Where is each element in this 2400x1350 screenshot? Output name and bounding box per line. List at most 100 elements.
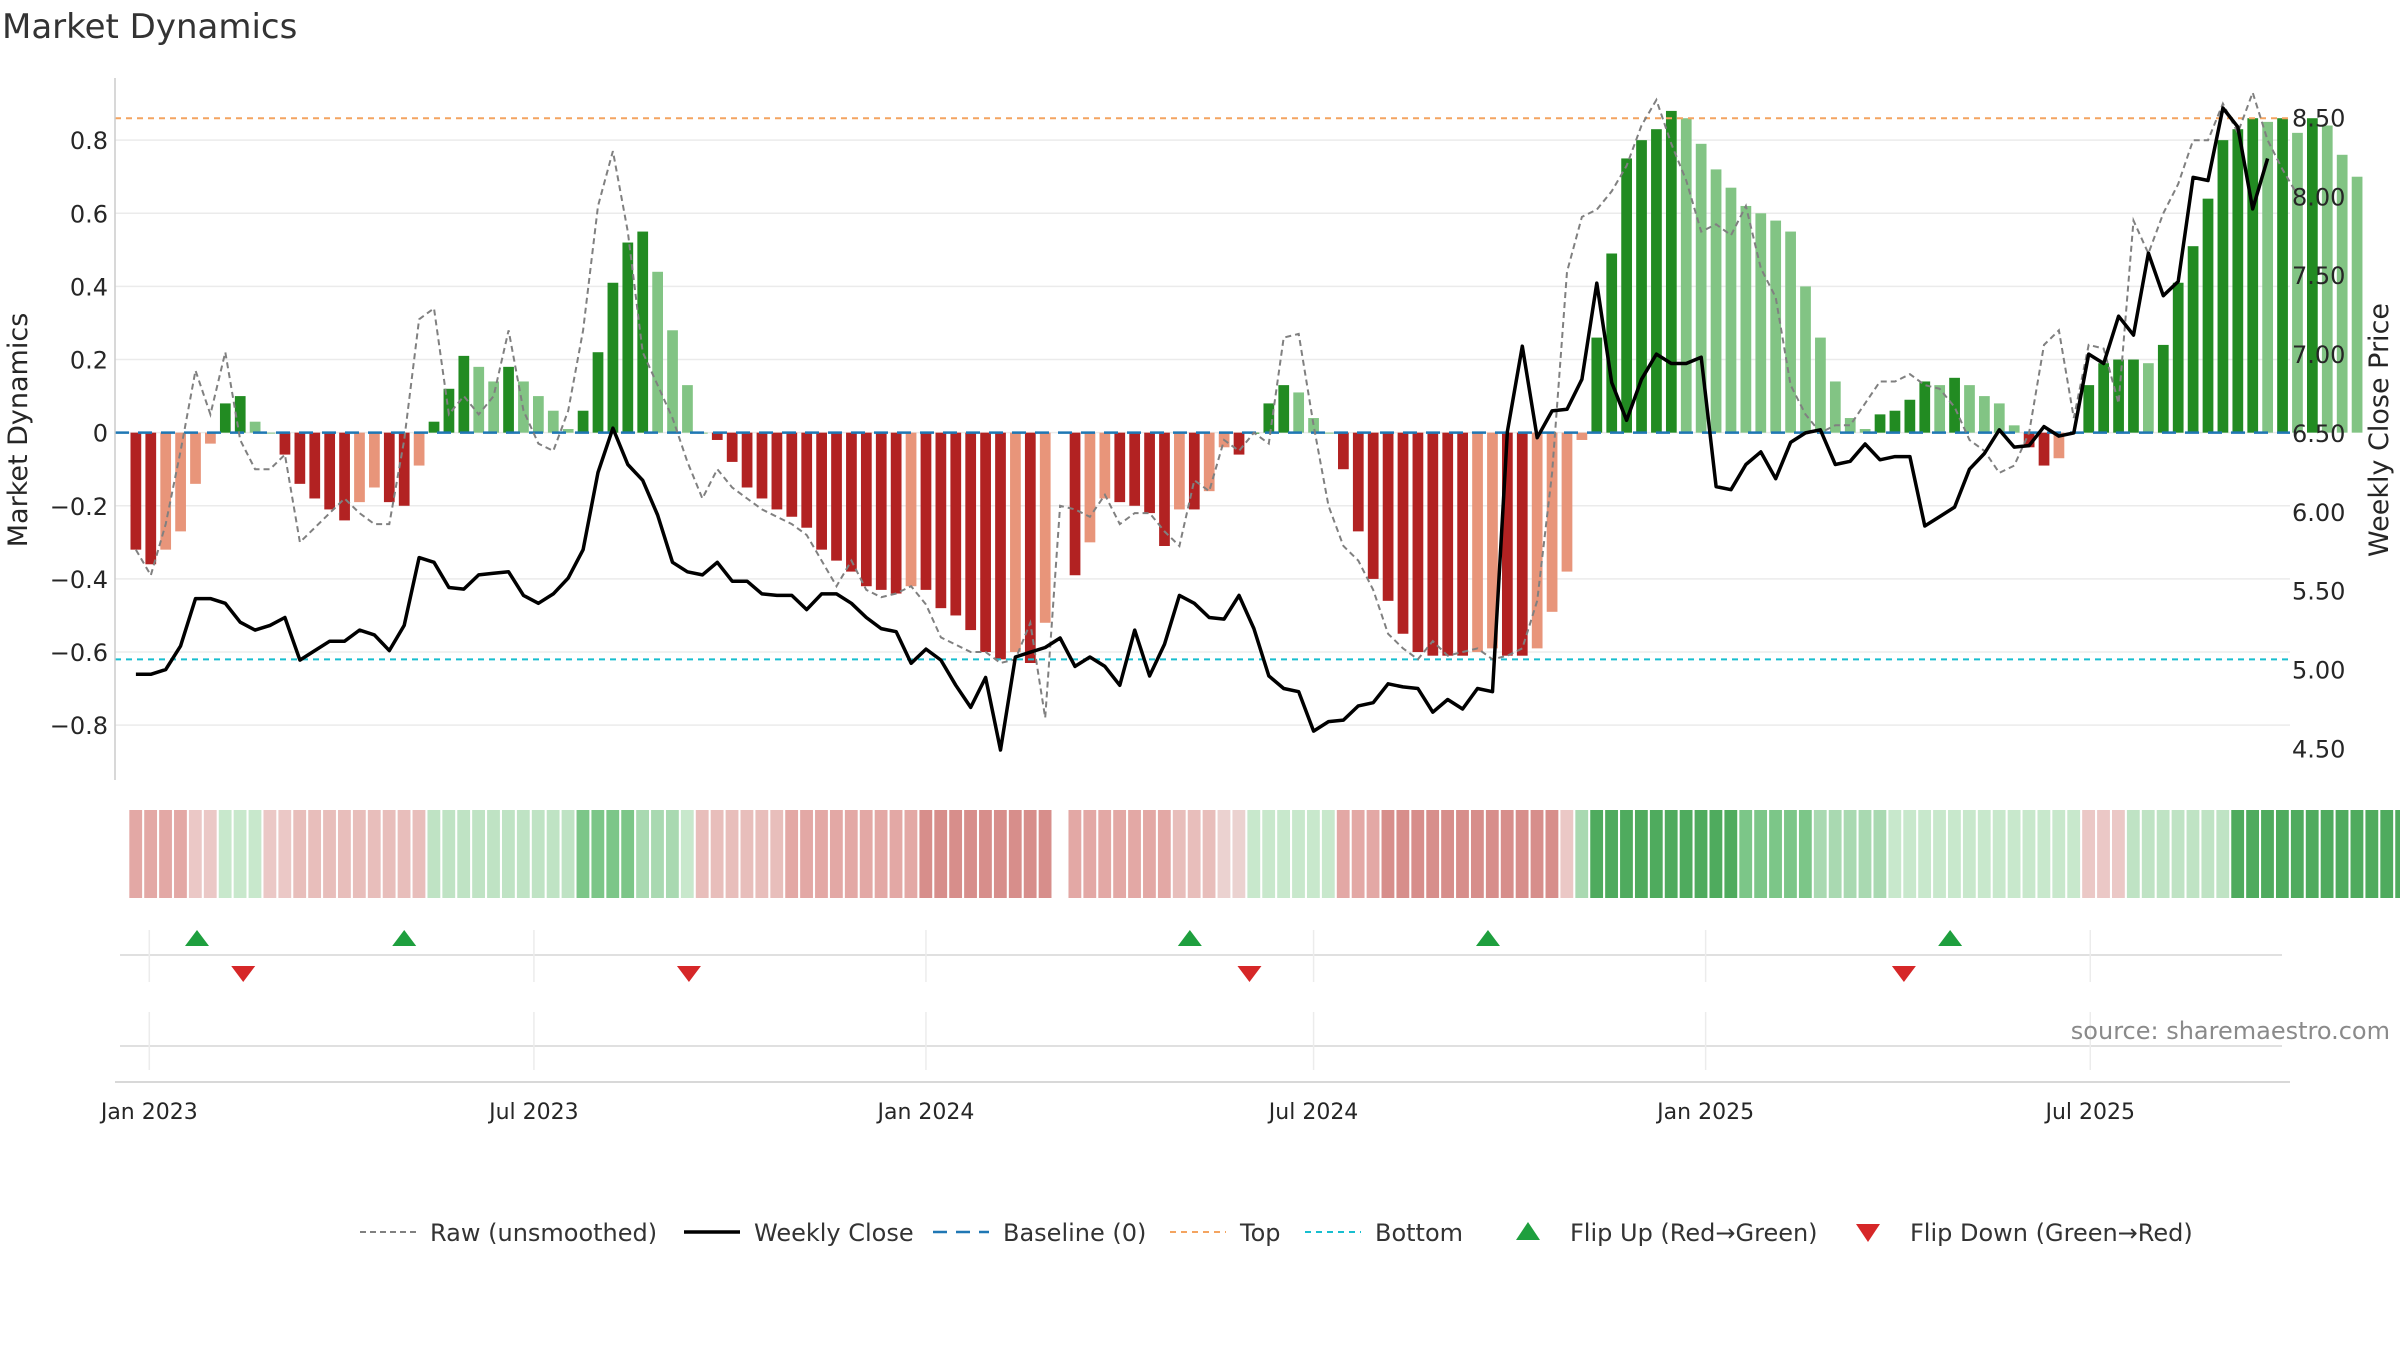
regime-cell bbox=[680, 810, 694, 898]
regime-cell bbox=[919, 810, 933, 898]
y-tick-label: 0.4 bbox=[70, 273, 108, 301]
regime-cell bbox=[1977, 810, 1991, 898]
regime-cell bbox=[2201, 810, 2215, 898]
dynamics-bar bbox=[1233, 432, 1245, 455]
dynamics-bar bbox=[831, 432, 842, 561]
dynamics-bar bbox=[1665, 110, 1677, 433]
dynamics-bar bbox=[2038, 432, 2050, 466]
legend-flip-up-swatch bbox=[1516, 1222, 1540, 1240]
flip-up-marker bbox=[1177, 930, 1202, 946]
dynamics-bar bbox=[219, 403, 231, 433]
legend-label: Top bbox=[1239, 1219, 1281, 1247]
regime-cell bbox=[2231, 810, 2245, 898]
dynamics-bar bbox=[875, 432, 887, 590]
regime-cell bbox=[2395, 810, 2400, 898]
regime-cell bbox=[1560, 810, 1574, 898]
regime-cell bbox=[1739, 810, 1753, 898]
regime-cell bbox=[829, 810, 843, 898]
dynamics-bar bbox=[1308, 418, 1319, 433]
regime-cell bbox=[2052, 810, 2066, 898]
regime-cell bbox=[636, 810, 649, 898]
regime-cell bbox=[2261, 810, 2274, 898]
dynamics-bar bbox=[1457, 432, 1469, 656]
x-tick-label: Jul 2025 bbox=[2043, 1100, 2135, 1125]
dynamics-bar bbox=[1442, 432, 1454, 656]
x-tick-label: Jan 2024 bbox=[876, 1100, 975, 1125]
dynamics-bar bbox=[1755, 213, 1767, 433]
dynamics-bar bbox=[2008, 425, 2020, 433]
dynamics-bar bbox=[2128, 359, 2139, 433]
dynamics-bar bbox=[249, 421, 261, 433]
regime-cell bbox=[1634, 810, 1648, 898]
dynamics-bar bbox=[503, 366, 514, 433]
dynamics-bar bbox=[890, 432, 902, 594]
y-tick-label: −0.2 bbox=[50, 493, 108, 521]
regime-cell bbox=[308, 810, 322, 898]
regime-cell bbox=[1694, 810, 1708, 898]
dynamics-bar bbox=[2172, 282, 2184, 433]
dynamics-bar bbox=[1159, 432, 1170, 546]
regime-cell bbox=[2156, 810, 2170, 898]
flip-down-marker bbox=[1237, 966, 1262, 982]
dynamics-bar bbox=[637, 231, 649, 433]
regime-cell bbox=[1620, 810, 1633, 898]
dynamics-bar bbox=[145, 432, 157, 565]
regime-cell bbox=[1679, 810, 1693, 898]
dynamics-bar bbox=[562, 429, 574, 433]
regime-cell bbox=[2320, 810, 2334, 898]
dynamics-bar bbox=[1800, 286, 1811, 433]
dynamics-bar bbox=[1382, 432, 1394, 601]
regime-cell bbox=[1784, 810, 1797, 898]
dynamics-bar bbox=[950, 432, 962, 616]
dynamics-bar bbox=[1278, 385, 1290, 433]
regime-cell bbox=[561, 810, 575, 898]
regime-cell bbox=[1411, 810, 1425, 898]
regime-cell bbox=[1769, 810, 1782, 898]
dynamics-bar bbox=[1352, 432, 1364, 532]
regime-cell bbox=[844, 810, 858, 898]
regime-cell bbox=[591, 810, 605, 898]
y2-tick-label: 5.50 bbox=[2292, 578, 2345, 606]
regime-cell bbox=[1918, 810, 1932, 898]
x-tick-label: Jan 2025 bbox=[1655, 1100, 1754, 1125]
regime-cell bbox=[412, 810, 426, 898]
dynamics-bar bbox=[846, 432, 857, 572]
regime-cell bbox=[1530, 810, 1544, 898]
regime-cell bbox=[1441, 810, 1454, 898]
x-axis: Jan 2023 Jul 2023 Jan 2024 Jul 2024 Jan 2025… bbox=[99, 930, 2290, 1125]
dynamics-bar bbox=[369, 432, 380, 488]
dynamics-bar bbox=[1591, 337, 1603, 433]
regime-cell bbox=[1187, 810, 1201, 898]
regime-cell bbox=[1664, 810, 1678, 898]
dynamics-bar bbox=[1785, 231, 1796, 433]
dynamics-bar bbox=[1293, 392, 1305, 433]
regime-cell bbox=[323, 810, 336, 898]
y2-tick-label: 8.50 bbox=[2292, 104, 2345, 132]
y-tick-label: −0.4 bbox=[50, 566, 108, 594]
regime-cell bbox=[1605, 810, 1618, 898]
dynamics-bar bbox=[667, 330, 678, 433]
dynamics-bar bbox=[771, 432, 783, 510]
regime-cell bbox=[874, 810, 888, 898]
dynamics-bar bbox=[1844, 418, 1856, 433]
regime-cell bbox=[1709, 810, 1723, 898]
x-tick-label: Jan 2023 bbox=[99, 1100, 198, 1125]
dynamics-bar bbox=[1397, 432, 1409, 634]
legend-label: Flip Down (Green→Red) bbox=[1910, 1219, 2193, 1247]
legend-label: Baseline (0) bbox=[1003, 1219, 1146, 1247]
dynamics-bar bbox=[1949, 377, 1960, 433]
dynamics-bar bbox=[2053, 432, 2065, 459]
regime-cell bbox=[665, 810, 679, 898]
dynamics-bar bbox=[1561, 432, 1573, 572]
legend-label: Weekly Close bbox=[754, 1219, 914, 1247]
dynamics-bar bbox=[2202, 198, 2214, 433]
y2-axis-label: Weekly Close Price bbox=[2364, 303, 2395, 557]
regime-cell bbox=[2350, 810, 2364, 898]
dynamics-bar bbox=[1114, 432, 1126, 503]
regime-cell bbox=[949, 810, 963, 898]
dynamics-bar bbox=[339, 432, 350, 521]
bar-series bbox=[130, 110, 2363, 663]
regime-cell bbox=[1470, 810, 1484, 898]
dynamics-bar bbox=[383, 432, 395, 503]
